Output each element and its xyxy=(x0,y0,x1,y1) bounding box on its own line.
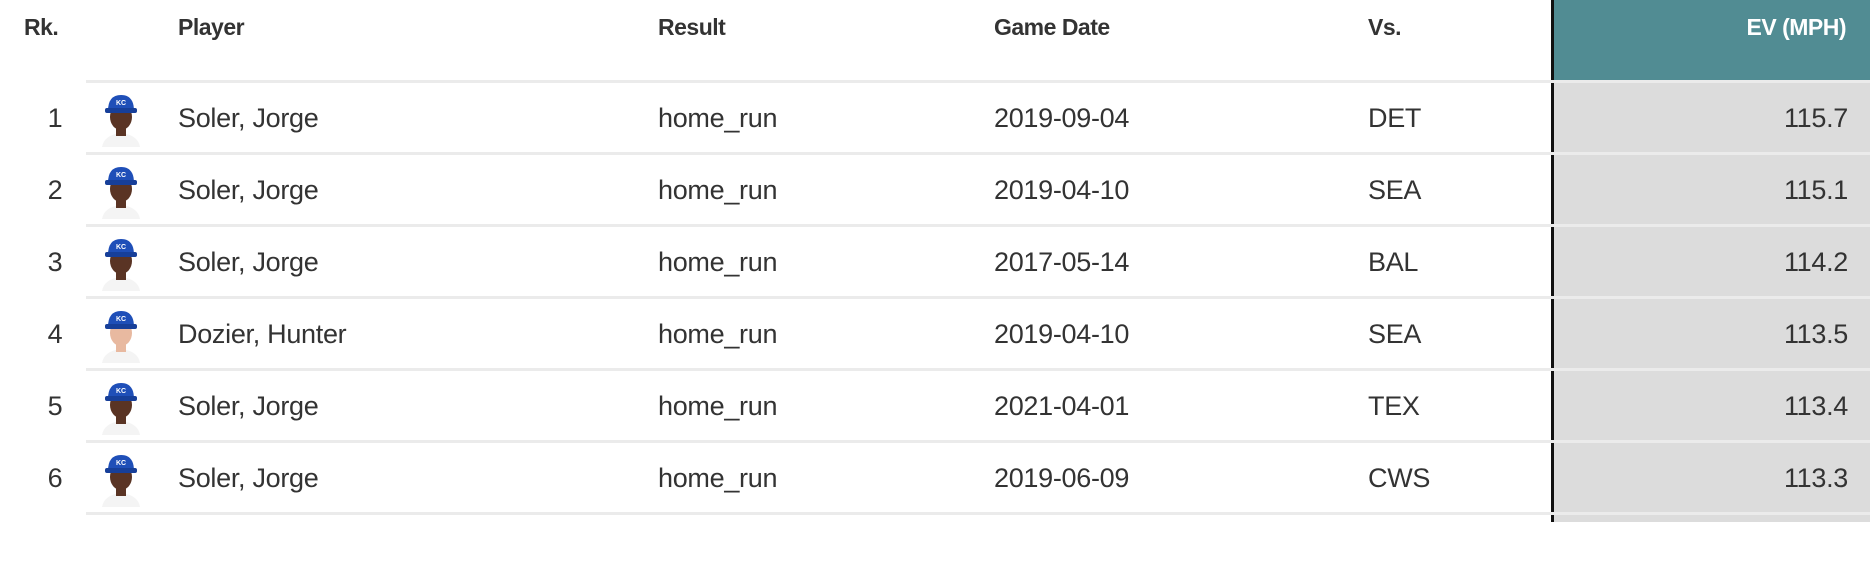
result-cell: home_run xyxy=(658,175,778,205)
exit-velocity-cell: 113.3 xyxy=(1783,463,1848,493)
game-date-cell: 2021-04-01 xyxy=(994,391,1130,421)
player-name-link[interactable]: Soler, Jorge xyxy=(178,103,319,133)
exit-velocity-cell: 113.4 xyxy=(1783,391,1848,421)
svg-text:KC: KC xyxy=(116,388,126,395)
svg-text:KC: KC xyxy=(116,244,126,251)
opponent-cell: TEX xyxy=(1368,391,1420,421)
table-row-divider xyxy=(86,512,1870,584)
header-ev[interactable]: EV (MPH) xyxy=(1746,14,1847,40)
game-date-cell: 2019-04-10 xyxy=(994,319,1130,349)
exit-velocity-cell: 115.1 xyxy=(1783,175,1848,205)
table-row[interactable]: 4 KC Dozier, Hunter home_run 2019-04-10 … xyxy=(48,296,1870,368)
opponent-cell: DET xyxy=(1368,103,1422,133)
rank-cell: 6 xyxy=(47,463,63,493)
player-name-link[interactable]: Soler, Jorge xyxy=(178,175,319,205)
svg-text:KC: KC xyxy=(116,316,126,323)
table-row[interactable]: 3 KC Soler, Jorge home_run 2017-05-14 BA… xyxy=(48,224,1870,296)
player-name-link[interactable]: Soler, Jorge xyxy=(178,391,319,421)
svg-text:KC: KC xyxy=(116,100,126,107)
game-date-cell: 2019-09-04 xyxy=(994,103,1130,133)
rank-cell: 2 xyxy=(47,175,63,205)
header-rank[interactable]: Rk. xyxy=(24,14,59,40)
player-name-link[interactable]: Dozier, Hunter xyxy=(178,319,347,349)
player-name-link[interactable]: Soler, Jorge xyxy=(178,463,319,493)
header-result[interactable]: Result xyxy=(658,14,726,40)
opponent-cell: BAL xyxy=(1368,247,1419,277)
rank-cell: 4 xyxy=(47,319,63,349)
svg-text:KC: KC xyxy=(116,460,126,467)
table-row[interactable]: 5 KC Soler, Jorge home_run 2021-04-01 TE… xyxy=(48,368,1870,440)
game-date-cell: 2017-05-14 xyxy=(994,247,1130,277)
table-row[interactable]: 6 KC Soler, Jorge home_run 2019-06-09 CW… xyxy=(48,440,1870,512)
exit-velocity-cell: 115.7 xyxy=(1783,103,1848,133)
opponent-cell: SEA xyxy=(1368,319,1422,349)
rank-cell: 3 xyxy=(47,247,63,277)
player-headshot-icon: KC xyxy=(102,167,140,219)
player-name-link[interactable]: Soler, Jorge xyxy=(178,247,319,277)
rank-cell: 1 xyxy=(47,103,63,133)
player-headshot-icon: KC xyxy=(102,455,140,507)
result-cell: home_run xyxy=(658,103,778,133)
table-row[interactable]: 2 KC Soler, Jorge home_run 2019-04-10 SE… xyxy=(48,152,1870,224)
table-header: Rk. Player Result Game Date Vs. xyxy=(0,0,1870,80)
header-ev-sorted[interactable]: EV (MPH) xyxy=(1551,0,1870,80)
player-headshot-icon: KC xyxy=(102,239,140,291)
rank-cell: 5 xyxy=(47,391,63,421)
header-player[interactable]: Player xyxy=(178,14,245,40)
result-cell: home_run xyxy=(658,391,778,421)
game-date-cell: 2019-04-10 xyxy=(994,175,1130,205)
player-headshot-icon: KC xyxy=(102,383,140,435)
game-date-cell: 2019-06-09 xyxy=(994,463,1130,493)
result-cell: home_run xyxy=(658,247,778,277)
svg-text:KC: KC xyxy=(116,172,126,179)
player-headshot-icon: KC xyxy=(102,311,140,363)
header-vs[interactable]: Vs. xyxy=(1368,14,1402,40)
table-row[interactable]: 1 KC Soler, Jorge home_run 2019-09-04 DE… xyxy=(48,80,1870,152)
player-headshot-icon: KC xyxy=(102,95,140,147)
ev-column-highlight xyxy=(1551,0,1870,522)
opponent-cell: SEA xyxy=(1368,175,1422,205)
opponent-cell: CWS xyxy=(1368,463,1431,493)
header-game-date[interactable]: Game Date xyxy=(994,14,1110,40)
result-cell: home_run xyxy=(658,463,778,493)
exit-velocity-cell: 114.2 xyxy=(1783,247,1848,277)
exit-velocity-cell: 113.5 xyxy=(1783,319,1848,349)
result-cell: home_run xyxy=(658,319,778,349)
